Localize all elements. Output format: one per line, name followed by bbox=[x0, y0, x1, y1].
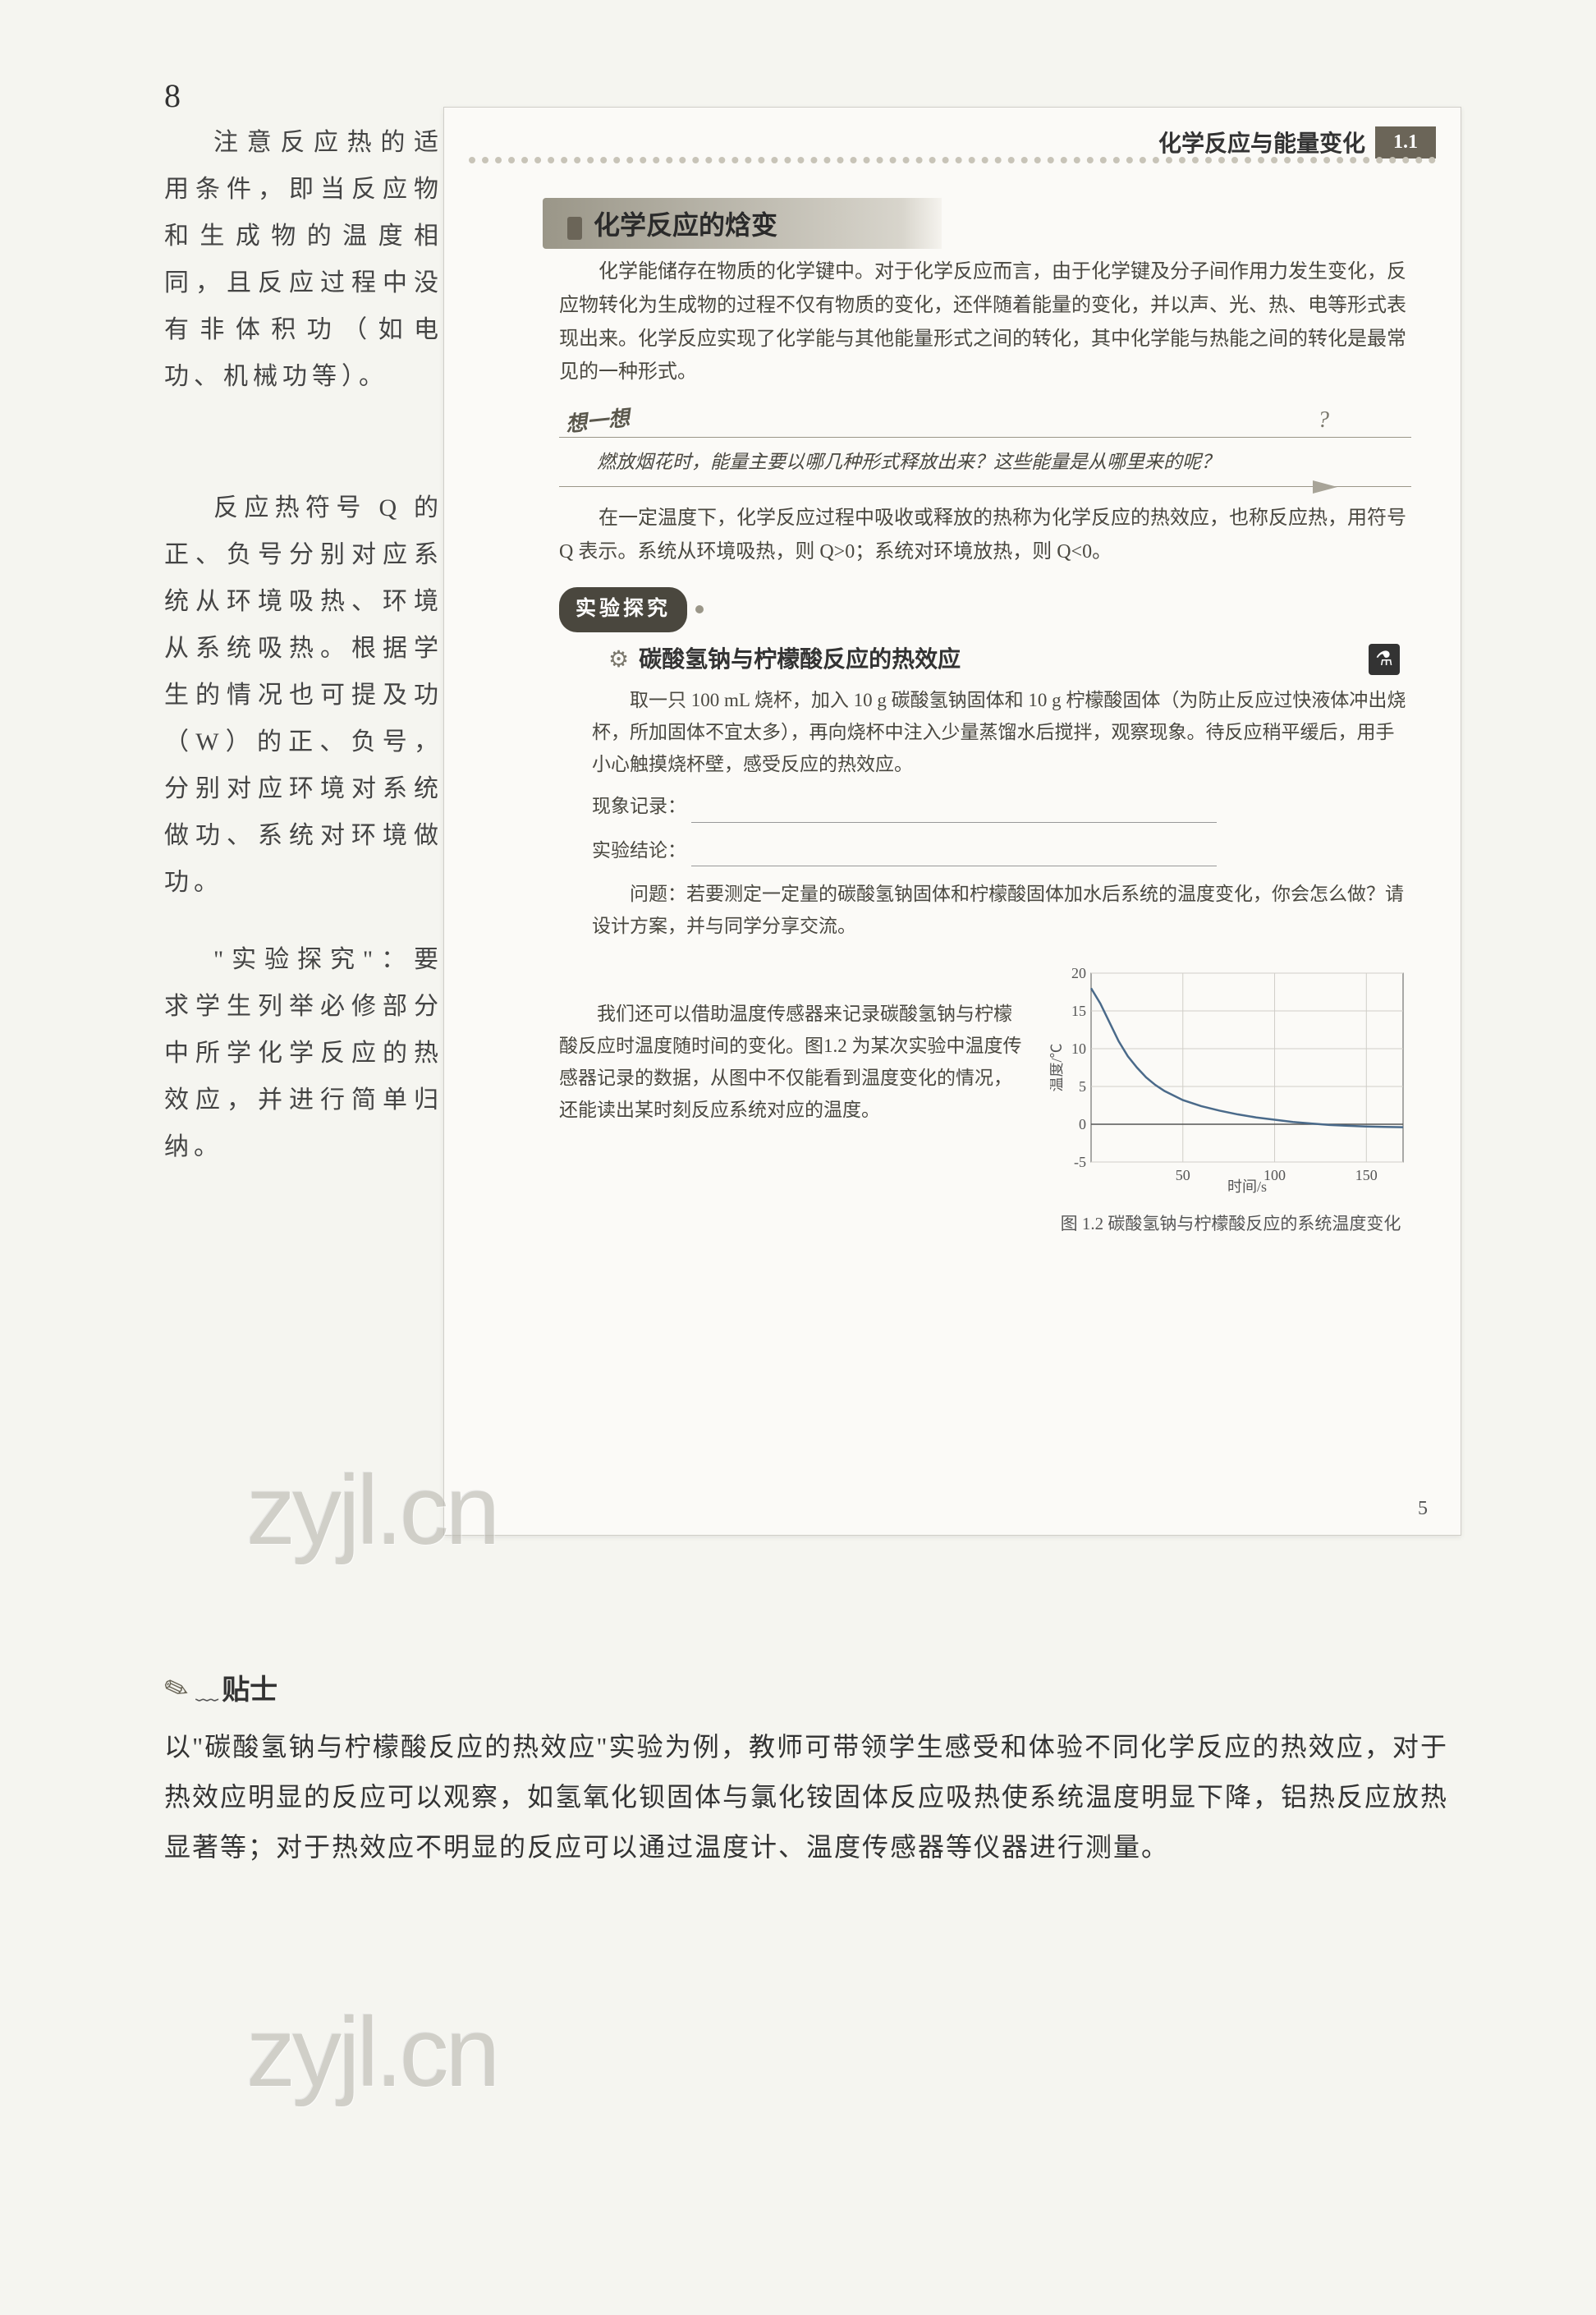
watermark-1: zyjl.cn bbox=[246, 1454, 497, 1567]
chapter-header: 化学反应与能量变化 1.1 bbox=[1158, 126, 1436, 158]
experiment-question: 问题：若要测定一定量的碳酸氢钠固体和柠檬酸固体加水后系统的温度变化，你会怎么做？… bbox=[592, 878, 1411, 942]
tip-body: 以"碳酸氢钠与柠檬酸反应的热效应"实验为例，教师可带领学生感受和体验不同化学反应… bbox=[164, 1722, 1448, 1872]
dot-icon bbox=[695, 605, 704, 613]
experiment-pill: 实验探究 bbox=[559, 587, 687, 632]
svg-text:5: 5 bbox=[1079, 1078, 1086, 1095]
chart-region: 我们还可以借助温度传感器来记录碳酸氢钠与柠檬酸反应时温度随时间的变化。图1.2 … bbox=[559, 965, 1411, 1238]
section-title: 化学反应的焓变 bbox=[543, 198, 942, 249]
svg-text:20: 20 bbox=[1071, 965, 1086, 981]
outer-page-number: 8 bbox=[164, 76, 181, 115]
experiment-content: 取一只 100 mL 烧杯，加入 10 g 碳酸氢钠固体和 10 g 柠檬酸固体… bbox=[559, 684, 1411, 942]
tip-underline: ﹏ bbox=[195, 1674, 215, 1706]
scan-body: 化学能储存在物质的化学键中。对于化学反应而言，由于化学键及分子间作用力发生变化，… bbox=[559, 255, 1411, 1238]
think-text: 燃放烟花时，能量主要以哪几种形式释放出来？这些能量是从哪里来的呢？ bbox=[559, 438, 1411, 486]
conclusion-label: 实验结论： bbox=[592, 840, 686, 861]
temperature-chart: -5 0 5 10 15 20 50 100 150 时间/s 温度/℃ 图 1.2 碳酸氢钠与柠檬… bbox=[1050, 965, 1411, 1238]
flask-icon: ⚗ bbox=[1369, 644, 1400, 675]
svg-text:150: 150 bbox=[1355, 1167, 1378, 1183]
header-divider bbox=[469, 157, 1436, 163]
intro-paragraph: 化学能储存在物质的化学键中。对于化学反应而言，由于化学键及分子间作用力发生变化，… bbox=[559, 255, 1411, 389]
tip-label: 贴士 bbox=[222, 1667, 277, 1707]
tip-section: ✎ ﹏ 贴士 以"碳酸氢钠与柠檬酸反应的热效应"实验为例，教师可带领学生感受和体… bbox=[164, 1667, 1448, 1872]
chapter-title: 化学反应与能量变化 bbox=[1158, 126, 1365, 158]
question-mark-icon: ? bbox=[1318, 401, 1329, 440]
experiment-title-row: ⚙ 碳酸氢钠与柠檬酸反应的热效应 ⚗ bbox=[608, 641, 1411, 680]
textbook-page: 化学反应与能量变化 1.1 化学反应的焓变 化学能储存在物质的化学键中。对于化学… bbox=[443, 107, 1461, 1536]
margin-note-3: "实验探究"：要求学生列举必修部分中所学化学反应的热效应，并进行简单归纳。 bbox=[164, 936, 443, 1170]
svg-text:50: 50 bbox=[1176, 1167, 1190, 1183]
watermark-2: zyjl.cn bbox=[246, 1996, 497, 2109]
conclusion-blank bbox=[691, 850, 1217, 866]
heat-paragraph: 在一定温度下，化学反应过程中吸收或释放的热称为化学反应的热效应，也称反应热，用符… bbox=[559, 502, 1411, 569]
think-label: 想一想 bbox=[557, 401, 631, 444]
margin-note-1: 注意反应热的适用条件，即当反应物和生成物的温度相同，且反应过程中没有非体积功（如… bbox=[164, 119, 443, 400]
gear-icon: ⚙ bbox=[608, 641, 629, 680]
svg-text:100: 100 bbox=[1264, 1167, 1286, 1183]
chapter-badge: 1.1 bbox=[1375, 126, 1436, 158]
scan-page-number: 5 bbox=[1418, 1498, 1428, 1520]
pencil-icon: ✎ bbox=[159, 1669, 195, 1710]
think-box: 想一想 ? 燃放烟花时，能量主要以哪几种形式释放出来？这些能量是从哪里来的呢？ bbox=[559, 404, 1411, 487]
svg-text:时间/s: 时间/s bbox=[1227, 1178, 1267, 1195]
page: 注意反应热的适用条件，即当反应物和生成物的温度相同，且反应过程中没有非体积功（如… bbox=[0, 0, 1596, 205]
svg-text:10: 10 bbox=[1071, 1040, 1086, 1057]
svg-text:温度/℃: 温度/℃ bbox=[1050, 1043, 1065, 1091]
record-blank bbox=[691, 806, 1217, 823]
svg-text:-5: -5 bbox=[1074, 1154, 1086, 1170]
chart-caption: 图 1.2 碳酸氢钠与柠檬酸反应的系统温度变化 bbox=[1050, 1210, 1411, 1239]
experiment-procedure: 取一只 100 mL 烧杯，加入 10 g 碳酸氢钠固体和 10 g 柠檬酸固体… bbox=[592, 684, 1411, 780]
experiment-title: 碳酸氢钠与柠檬酸反应的热效应 bbox=[639, 641, 1369, 680]
tip-header: ✎ ﹏ 贴士 bbox=[164, 1667, 1448, 1707]
margin-note-2: 反应热符号 Q 的正、负号分别对应系统从环境吸热、环境从系统吸热。根据学生的情况… bbox=[164, 485, 443, 906]
record-label: 现象记录： bbox=[592, 796, 686, 816]
svg-text:15: 15 bbox=[1071, 1003, 1086, 1019]
chart-description: 我们还可以借助温度传感器来记录碳酸氢钠与柠檬酸反应时温度随时间的变化。图1.2 … bbox=[559, 965, 1025, 1238]
experiment-band: 实验探究 bbox=[559, 587, 1411, 632]
svg-text:0: 0 bbox=[1079, 1116, 1086, 1132]
chart-svg: -5 0 5 10 15 20 50 100 150 时间/s 温度/℃ bbox=[1050, 965, 1411, 1195]
